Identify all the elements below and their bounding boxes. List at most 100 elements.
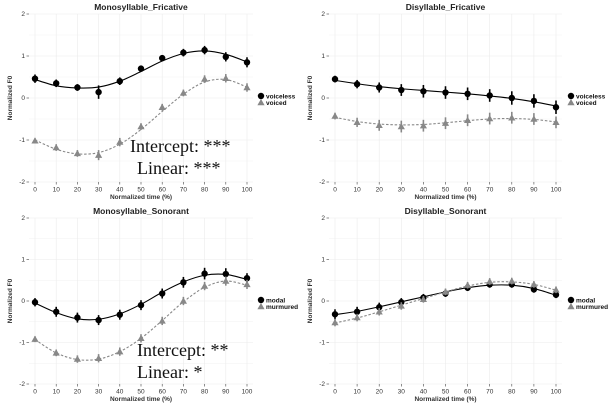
data-point bbox=[201, 46, 208, 54]
data-point bbox=[31, 75, 39, 82]
x-tick-label: 60 bbox=[159, 389, 167, 396]
legend-key bbox=[567, 302, 575, 310]
data-point bbox=[530, 280, 538, 288]
x-tick-label: 70 bbox=[180, 389, 188, 396]
legend-label: voiced bbox=[266, 100, 287, 107]
data-point bbox=[158, 103, 166, 110]
data-point bbox=[222, 277, 230, 284]
legend-key bbox=[567, 296, 575, 304]
data-point bbox=[530, 115, 538, 122]
legend-key bbox=[257, 92, 265, 100]
data-point bbox=[73, 355, 81, 362]
data-point bbox=[464, 281, 472, 288]
data-point bbox=[95, 316, 102, 324]
data-point bbox=[486, 277, 494, 285]
x-tick-label: 60 bbox=[464, 389, 472, 396]
data-point bbox=[95, 88, 102, 96]
panel-title: Disyllable_Sonorant bbox=[405, 206, 487, 216]
x-tick-label: 100 bbox=[242, 187, 253, 194]
data-point bbox=[222, 53, 229, 61]
data-point bbox=[552, 291, 560, 298]
y-tick-label: -2 bbox=[19, 381, 25, 388]
data-point bbox=[243, 274, 251, 282]
y-tick-label: 2 bbox=[321, 215, 325, 222]
data-point bbox=[180, 49, 187, 56]
data-point bbox=[73, 149, 81, 157]
y-tick-label: -2 bbox=[19, 179, 25, 186]
data-point bbox=[397, 302, 405, 309]
data-point bbox=[486, 92, 493, 99]
data-point bbox=[243, 59, 251, 66]
data-point bbox=[179, 297, 187, 304]
data-point bbox=[179, 89, 187, 96]
data-point bbox=[201, 270, 208, 277]
legend-label: voiced bbox=[576, 100, 597, 107]
y-tick-label: 0 bbox=[21, 298, 25, 305]
data-point bbox=[331, 311, 339, 318]
legend-label: murmured bbox=[266, 304, 298, 311]
y-tick-label: -1 bbox=[19, 137, 25, 144]
x-tick-label: 70 bbox=[486, 389, 494, 396]
y-tick-label: -2 bbox=[319, 381, 325, 388]
y-tick-label: 0 bbox=[321, 95, 325, 102]
x-tick-label: 20 bbox=[376, 187, 384, 194]
data-point bbox=[158, 317, 166, 324]
data-point bbox=[53, 308, 60, 315]
data-point bbox=[353, 314, 361, 321]
panel-title: Disyllable_Fricative bbox=[406, 2, 486, 12]
series-modal bbox=[31, 267, 251, 326]
y-axis-label: Normalized F0 bbox=[7, 75, 14, 120]
y-tick-label: 0 bbox=[321, 298, 325, 305]
data-point bbox=[52, 143, 60, 151]
x-tick-label: 40 bbox=[116, 187, 124, 194]
x-tick-label: 50 bbox=[137, 389, 145, 396]
data-point bbox=[331, 75, 339, 83]
data-point bbox=[375, 121, 383, 128]
y-axis-label: Normalized F0 bbox=[7, 278, 14, 323]
data-point bbox=[419, 122, 427, 129]
panel-title: Monosyllable_Sonorant bbox=[93, 206, 189, 216]
y-tick-label: 0 bbox=[21, 95, 25, 102]
legend-label: modal bbox=[576, 297, 595, 304]
x-tick-label: 30 bbox=[398, 389, 406, 396]
x-axis-label: Normalized time (%) bbox=[110, 396, 172, 403]
x-axis-label: Normalized time (%) bbox=[414, 396, 476, 403]
data-point bbox=[419, 295, 427, 303]
data-point bbox=[552, 104, 560, 111]
x-tick-label: 90 bbox=[222, 389, 230, 396]
x-tick-label: 90 bbox=[530, 389, 538, 396]
annotation-text: Linear: *** bbox=[137, 158, 220, 178]
y-tick-label: 1 bbox=[21, 53, 25, 60]
data-point bbox=[31, 335, 39, 342]
data-point bbox=[508, 277, 516, 284]
x-tick-label: 30 bbox=[95, 389, 103, 396]
legend-label: voiceless bbox=[576, 93, 606, 100]
y-tick-label: -1 bbox=[319, 137, 325, 144]
data-point bbox=[159, 54, 166, 62]
series-voiced bbox=[31, 74, 251, 161]
data-point bbox=[95, 354, 103, 361]
x-tick-label: 30 bbox=[398, 187, 406, 194]
data-point bbox=[95, 151, 103, 158]
data-point bbox=[375, 308, 383, 315]
y-tick-label: 1 bbox=[21, 257, 25, 264]
x-tick-label: 70 bbox=[180, 187, 188, 194]
x-tick-label: 100 bbox=[551, 389, 562, 396]
data-point bbox=[331, 318, 339, 326]
y-tick-label: 2 bbox=[21, 215, 25, 222]
data-point bbox=[137, 122, 145, 130]
legend-key bbox=[567, 98, 575, 106]
x-tick-label: 60 bbox=[464, 187, 472, 194]
data-point bbox=[137, 301, 145, 309]
x-axis-label: Normalized time (%) bbox=[414, 194, 476, 201]
data-point bbox=[74, 314, 81, 321]
x-tick-label: 100 bbox=[551, 187, 562, 194]
x-tick-label: 90 bbox=[530, 187, 538, 194]
data-point bbox=[116, 78, 124, 85]
annotation-text: Intercept: *** bbox=[130, 136, 230, 156]
x-tick-label: 10 bbox=[53, 389, 61, 396]
data-point bbox=[486, 114, 494, 122]
data-point bbox=[508, 94, 515, 102]
